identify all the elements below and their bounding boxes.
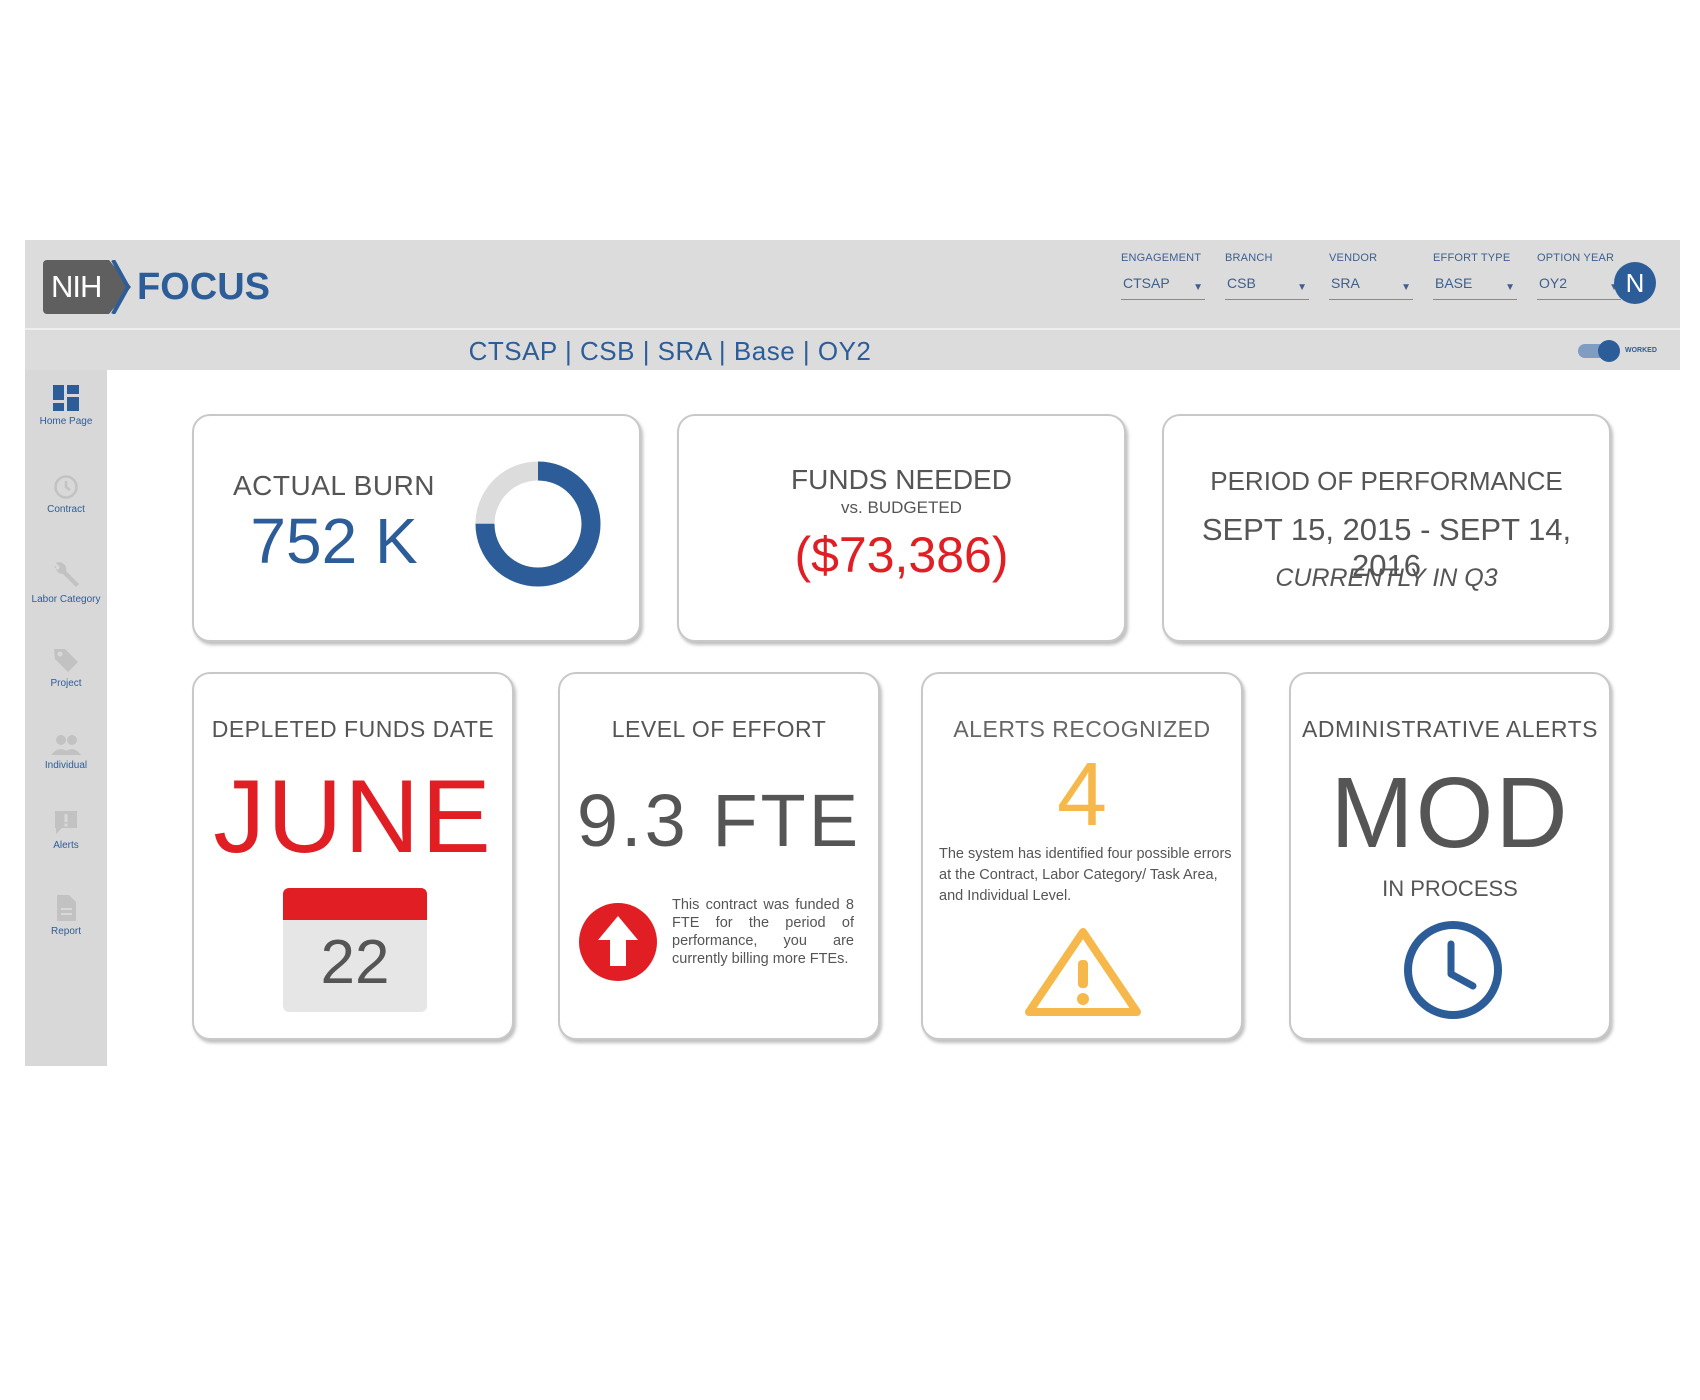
app-title: FOCUS [137,266,270,308]
nih-logo[interactable]: NIH [43,260,109,314]
user-avatar[interactable]: N [1614,262,1656,304]
sidebar-item-label: Alerts [53,840,79,851]
effort-title: LEVEL OF EFFORT [611,716,827,742]
admin-status: IN PROCESS [1382,876,1518,901]
branch-label: BRANCH [1225,252,1273,264]
vendor-value: SRA [1331,275,1360,291]
context-bar: CTSAP | CSB | SRA | Base | OY2 WORKED [25,330,1680,370]
logo-chevron-icon [111,260,131,314]
effort-type-value: BASE [1435,275,1473,291]
donut-arc [475,461,601,587]
calendar-header [283,888,427,920]
people-icon [51,735,81,755]
dropdown-caret-icon: ▼ [1505,282,1515,293]
clock-icon [1404,921,1502,1019]
clock-icon [54,475,78,499]
engagement-value: CTSAP [1123,275,1170,291]
period-range: SEPT 15, 2015 - SEPT 14, 2016 [1201,512,1572,583]
dropdown-caret-icon: ▼ [1193,282,1203,293]
branch-value: CSB [1227,275,1256,291]
burn-donut-chart [475,461,601,587]
funds-needed-subtitle: vs. BUDGETED [841,498,962,517]
sidebar: Home Page Contract Labor Category Projec… [25,370,107,1066]
toggle-label: WORKED [1625,347,1657,354]
effort-type-select[interactable]: BASE ▼ [1433,273,1517,300]
effort-type-filter[interactable]: EFFORT TYPE BASE ▼ [1433,252,1517,300]
period-of-performance-card[interactable]: PERIOD OF PERFORMANCE SEPT 15, 2015 - SE… [1162,414,1611,642]
sidebar-item-labor-category[interactable]: Labor Category [25,560,107,605]
effort-value: 9.3 FTE [576,779,862,862]
sidebar-item-report[interactable]: Report [25,894,107,937]
engagement-filter[interactable]: ENGAGEMENT CTSAP ▼ [1121,252,1205,300]
sidebar-item-label: Contract [47,504,85,515]
sidebar-item-label: Project [50,678,82,689]
calendar-icon: 22 [283,888,427,1012]
worked-toggle[interactable] [1578,340,1620,362]
period-title: PERIOD OF PERFORMANCE [1210,466,1563,496]
option-year-value: OY2 [1539,275,1568,291]
vendor-label: VENDOR [1329,252,1378,264]
sidebar-item-individual[interactable]: Individual [25,734,107,771]
tag-icon [54,649,78,672]
nih-logo-chevron [109,260,131,314]
alerts-count: 4 [1056,745,1108,845]
sidebar-item-label: Report [50,926,81,937]
option-year-select[interactable]: OY2▼ [1537,273,1621,300]
alert-icon [55,811,77,834]
admin-title: ADMINISTRATIVE ALERTS [1302,716,1598,742]
vendor-select[interactable]: SRA ▼ [1329,273,1413,300]
sidebar-item-alerts[interactable]: Alerts [25,808,107,851]
actual-burn-card[interactable]: ACTUAL BURN 752 K [192,414,641,642]
sidebar-item-project[interactable]: Project [25,646,107,689]
engagement-select[interactable]: CTSAP ▼ [1121,273,1205,300]
depleted-title: DEPLETED FUNDS DATE [211,716,495,742]
effort-note: This contract was funded 8 FTE for the p… [672,897,854,967]
effort-type-label: EFFORT TYPE [1433,252,1511,264]
sidebar-item-label: Labor Category [31,594,101,605]
sidebar-item-home[interactable]: Home Page [25,384,107,427]
alerts-note: The system has identified four possible … [939,846,1232,904]
depleted-funds-card[interactable]: DEPLETED FUNDS DATE JUNE 22 [192,672,514,1040]
alerts-recognized-card[interactable]: ALERTS RECOGNIZED 4 The system has ident… [921,672,1243,1040]
admin-value: MOD [1330,757,1570,869]
warning-icon [1025,928,1141,1016]
document-icon [57,895,76,921]
dashboard-icon [53,385,79,411]
option-year-label: OPTION YEAR [1537,252,1615,264]
sidebar-item-contract[interactable]: Contract [25,474,107,515]
wrench-icon [54,562,79,587]
funds-needed-card[interactable]: FUNDS NEEDED vs. BUDGETED ($73,386) [677,414,1126,642]
actual-burn-title: ACTUAL BURN [232,470,436,501]
level-of-effort-card[interactable]: LEVEL OF EFFORT 9.3 FTE This contract wa… [558,672,880,1040]
funds-needed-value: ($73,386) [794,527,1009,583]
sidebar-item-label: Individual [44,760,88,771]
dropdown-caret-icon: ▼ [1297,282,1307,293]
period-status: CURRENTLY IN Q3 [1275,564,1498,592]
administrative-alerts-card[interactable]: ADMINISTRATIVE ALERTS MOD IN PROCESS [1289,672,1611,1040]
alerts-title: ALERTS RECOGNIZED [953,716,1211,742]
depleted-day: 22 [320,928,390,997]
actual-burn-value: 752 K [250,505,418,577]
engagement-label: ENGAGEMENT [1121,252,1202,264]
top-bar: NIH FOCUS ENGAGEMENT CTSAP ▼ BRANCH CSB ▼ … [25,240,1680,330]
funds-needed-title: FUNDS NEEDED [791,464,1012,495]
option-year-filter[interactable]: OPTION YEAR OY2▼ [1537,252,1621,300]
depleted-month: JUNE [213,759,493,875]
branch-select[interactable]: CSB ▼ [1225,273,1309,300]
dropdown-caret-icon: ▼ [1401,282,1411,293]
branch-filter[interactable]: BRANCH CSB ▼ [1225,252,1309,300]
arrow-up-icon [579,903,657,981]
sidebar-item-label: Home Page [39,416,93,427]
app-frame: NIH FOCUS ENGAGEMENT CTSAP ▼ BRANCH CSB ▼ … [25,240,1680,1066]
toggle-knob [1598,340,1620,362]
breadcrumb: CTSAP | CSB | SRA | Base | OY2 [468,336,872,366]
vendor-filter[interactable]: VENDOR SRA ▼ [1329,252,1413,300]
